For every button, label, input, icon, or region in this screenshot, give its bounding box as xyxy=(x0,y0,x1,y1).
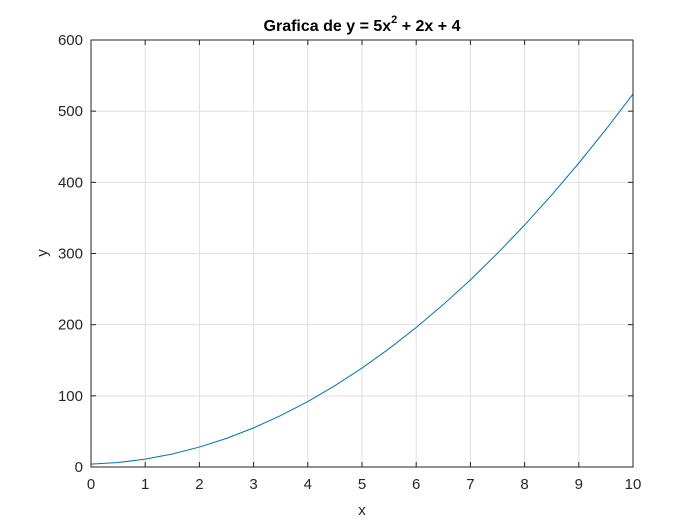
x-tick-label: 8 xyxy=(520,476,528,493)
x-tick-label: 1 xyxy=(141,476,149,493)
chart-title-suffix: + 2x + 4 xyxy=(397,18,460,35)
y-tick-label: 200 xyxy=(58,317,83,334)
y-tick-label: 600 xyxy=(58,32,83,49)
x-tick-label: 3 xyxy=(249,476,257,493)
chart-title: Grafica de y = 5x2 + 2x + 4 xyxy=(264,14,461,35)
x-tick-label: 6 xyxy=(412,476,420,493)
grid-lines xyxy=(91,40,633,467)
x-tick-labels: 0 1 2 3 4 5 6 7 8 9 10 xyxy=(87,476,642,493)
y-tick-label: 400 xyxy=(58,174,83,191)
x-axis-label: x xyxy=(358,502,366,519)
x-tick-label: 7 xyxy=(466,476,474,493)
tick-marks xyxy=(90,39,634,468)
series-line xyxy=(90,93,634,465)
x-tick-label: 10 xyxy=(625,476,642,493)
y-axis-label: y xyxy=(34,249,51,257)
y-tick-label: 500 xyxy=(58,103,83,120)
chart-title-prefix: Grafica de y = 5x xyxy=(264,18,392,35)
series-layer xyxy=(90,93,634,465)
x-tick-label: 5 xyxy=(358,476,366,493)
y-tick-label: 300 xyxy=(58,246,83,263)
x-tick-label: 2 xyxy=(195,476,203,493)
y-tick-label: 100 xyxy=(58,388,83,405)
x-tick-label: 4 xyxy=(304,476,312,493)
chart-title-superscript: 2 xyxy=(391,14,397,26)
y-tick-label: 0 xyxy=(75,459,83,476)
x-tick-label: 9 xyxy=(575,476,583,493)
y-tick-labels: 0 100 200 300 400 500 600 xyxy=(58,32,83,476)
x-tick-label: 0 xyxy=(87,476,95,493)
